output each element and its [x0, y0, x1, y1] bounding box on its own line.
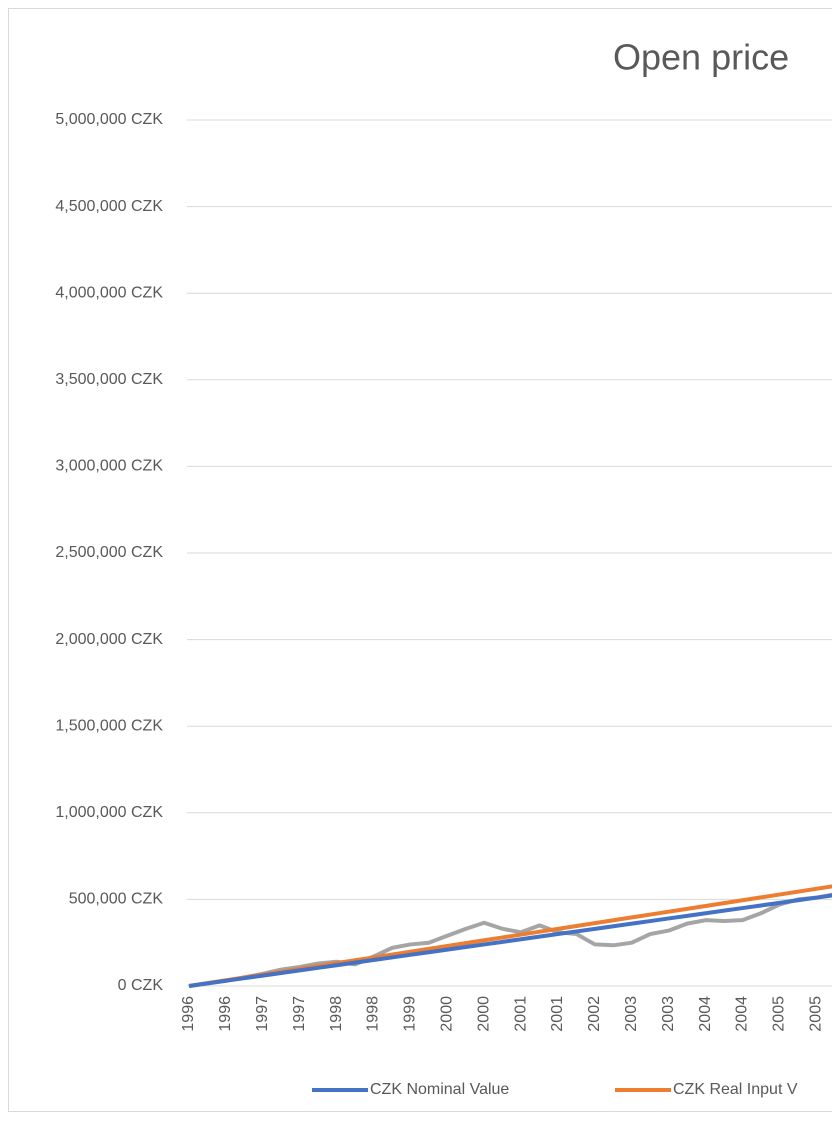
x-tick-label: 2001 — [549, 996, 566, 1032]
y-tick-label: 4,000,000 CZK — [55, 284, 163, 301]
x-tick-label: 2000 — [475, 996, 492, 1032]
y-tick-label: 2,000,000 CZK — [55, 631, 163, 648]
y-tick-label: 2,500,000 CZK — [55, 544, 163, 561]
y-tick-label: 0 CZK — [118, 977, 164, 994]
x-tick-label: 2002 — [586, 996, 603, 1032]
y-tick-label: 3,500,000 CZK — [55, 371, 163, 388]
x-tick-label: 2005 — [771, 996, 788, 1032]
x-tick-label: 2000 — [439, 996, 456, 1032]
y-tick-label: 5,000,000 CZK — [55, 111, 163, 128]
legend-label: CZK Nominal Value — [370, 1081, 509, 1098]
x-tick-label: 2004 — [734, 996, 751, 1032]
y-tick-label: 1,500,000 CZK — [55, 717, 163, 734]
y-tick-label: 4,500,000 CZK — [55, 198, 163, 215]
x-tick-label: 1999 — [402, 996, 419, 1032]
x-tick-label: 2004 — [697, 996, 714, 1032]
y-tick-label: 3,000,000 CZK — [55, 458, 163, 475]
x-tick-label: 2003 — [660, 996, 677, 1032]
x-tick-label: 1997 — [291, 996, 308, 1032]
x-tick-label: 1996 — [217, 996, 234, 1032]
x-tick-label: 1997 — [254, 996, 271, 1032]
x-tick-label: 1998 — [365, 996, 382, 1032]
legend-label: CZK Real Input V — [673, 1081, 798, 1098]
y-tick-label: 1,000,000 CZK — [55, 804, 163, 821]
x-tick-label: 1998 — [328, 996, 345, 1032]
x-tick-label: 1996 — [180, 996, 197, 1032]
series-line — [188, 893, 832, 988]
x-tick-label: 2001 — [512, 996, 529, 1032]
chart-title: Open price — [613, 37, 789, 78]
x-tick-label: 2005 — [808, 996, 825, 1032]
y-tick-label: 500,000 CZK — [69, 891, 164, 908]
chart-frame — [8, 8, 832, 1112]
x-tick-label: 2003 — [623, 996, 640, 1032]
